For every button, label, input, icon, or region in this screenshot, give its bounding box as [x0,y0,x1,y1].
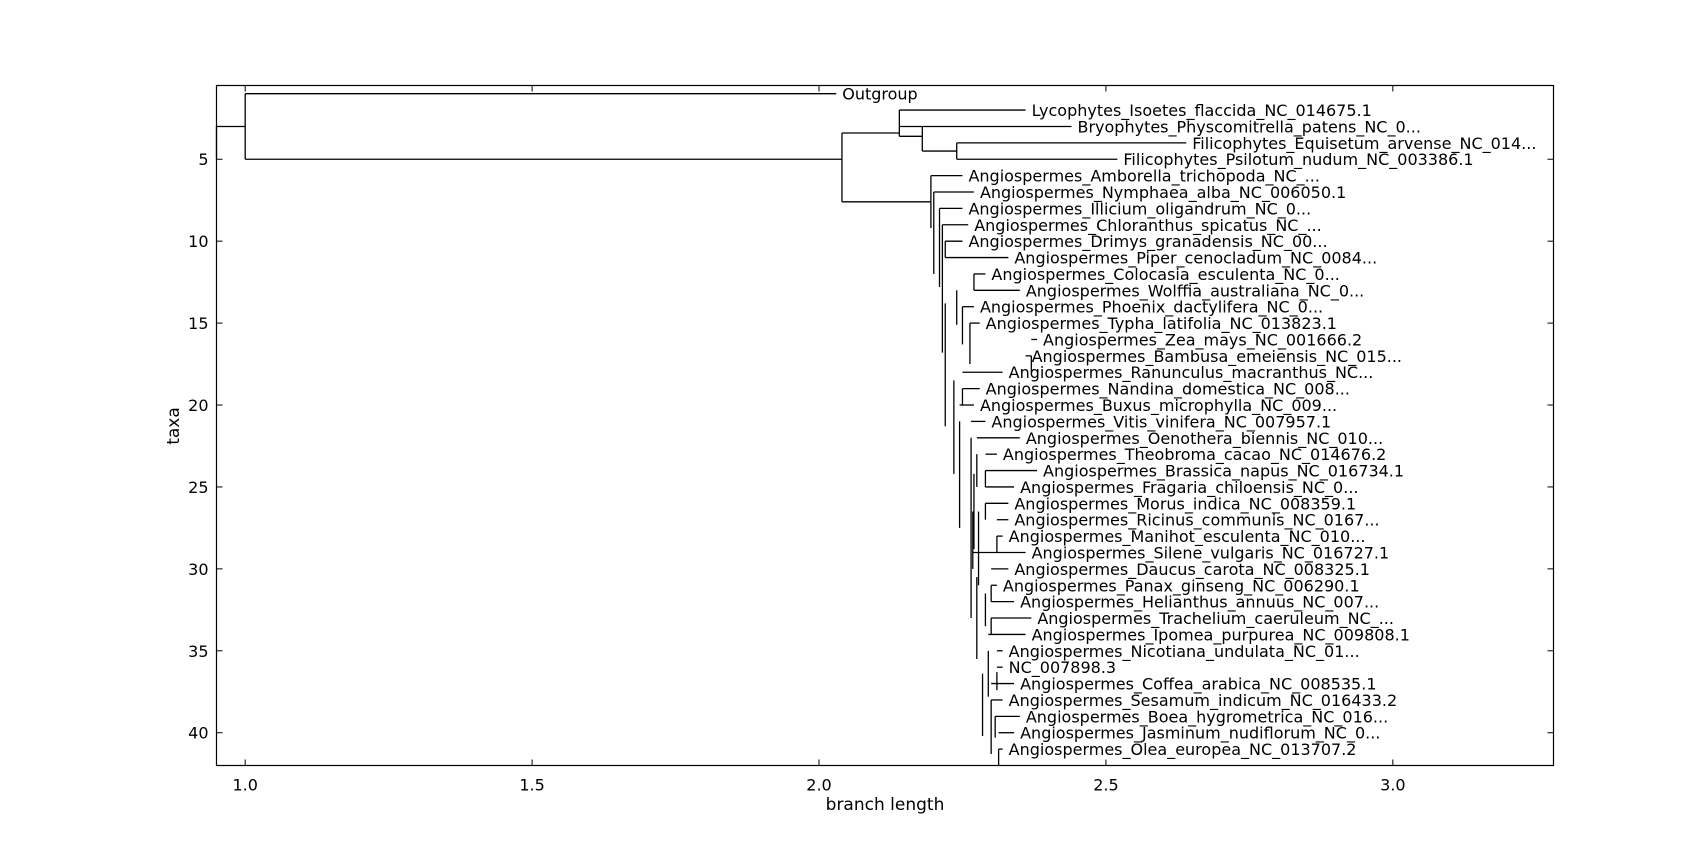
leaf-label: Angiospermes_Zea_mays_NC_001666.2 [1043,330,1362,350]
leaf-label: Angiospermes_Illicium_oligandrum_NC_0... [968,199,1311,219]
x-axis: 1.0 1.5 2.0 2.5 3.0 [232,85,1406,795]
leaf-label: Angiospermes_Drimys_granadensis_NC_00... [968,232,1327,252]
leaf-label: Angiospermes_Wolffia_australiana_NC_0... [1026,281,1364,301]
y-tick-label: 15 [188,314,208,333]
leaf-label: NC_007898.3 [1009,658,1116,678]
y-axis: 5 10 15 20 25 30 35 40 [188,150,1554,743]
leaf-labels: Outgroup Lycophytes_Isoetes_flaccida_NC_0… [842,85,1536,760]
leaf-label: Angiospermes_Amborella_trichopoda_NC_... [968,167,1319,187]
leaf-label: Angiospermes_Nymphaea_alba_NC_006050.1 [980,183,1346,203]
leaf-label: Angiospermes_Daucus_carota_NC_008325.1 [1014,560,1370,580]
x-tick-label: 2.5 [1093,776,1118,795]
leaf-label: Angiospermes_Ranunculus_macranthus_NC... [1009,363,1374,383]
leaf-label: Angiospermes_Vitis_vinifera_NC_007957.1 [991,412,1331,432]
y-tick-label: 35 [188,642,208,661]
plot-frame [215,84,1555,767]
leaf-label: Angiospermes_Silene_vulgaris_NC_016727.1 [1032,543,1390,563]
leaf-label: Lycophytes_Isoetes_flaccida_NC_014675.1 [1032,101,1372,121]
leaf-label: Filicophytes_Psilotum_nudum_NC_003386.1 [1123,150,1473,170]
leaf-label: Angiospermes_Fragaria_chiloensis_NC_0... [1020,478,1358,498]
leaf-label: Angiospermes_Theobroma_cacao_NC_014676.2 [1003,445,1386,465]
y-tick-label: 40 [188,724,208,743]
leaf-label: Angiospermes_Trachelium_caeruleum_NC_... [1037,609,1394,629]
y-tick-label: 30 [188,560,208,579]
leaf-label: Angiospermes_Panax_ginseng_NC_006290.1 [1003,576,1360,596]
leaf-label: Angiospermes_Nicotiana_undulata_NC_01... [1009,642,1360,662]
y-axis-label: taxa [164,407,184,445]
y-tick-label: 20 [188,396,208,415]
leaf-label: Angiospermes_Piper_cenocladum_NC_0084... [1014,249,1377,269]
y-tick-label: 25 [188,478,208,497]
x-tick-label: 3.0 [1380,776,1405,795]
leaf-label: Angiospermes_Chloranthus_spicatus_NC_... [974,216,1322,236]
leaf-label: Bryophytes_Physcomitrella_patens_NC_0... [1077,117,1420,137]
leaf-label: Angiospermes_Nandina_domestica_NC_008... [986,380,1350,400]
leaf-label: Angiospermes_Morus_indica_NC_008359.1 [1014,494,1356,514]
leaf-label: Angiospermes_Buxus_microphylla_NC_009... [980,396,1337,416]
leaf-label: Angiospermes_Coffea_arabica_NC_008535.1 [1020,675,1376,695]
y-tick-label: 10 [188,232,208,251]
leaf-label: Angiospermes_Ipomea_purpurea_NC_009808.1 [1032,625,1410,645]
leaf-label: Filicophytes_Equisetum_arvense_NC_014... [1192,134,1536,154]
leaf-label: Angiospermes_Phoenix_dactylifera_NC_0... [980,298,1323,318]
leaf-label: Angiospermes_Bambusa_emeiensis_NC_015... [1032,347,1402,367]
leaf-label: Angiospermes_Sesamum_indicum_NC_016433.2 [1009,691,1398,711]
leaf-label: Outgroup [842,85,917,104]
leaf-label: Angiospermes_Colocasia_esculenta_NC_0... [991,265,1339,285]
leaf-label: Angiospermes_Helianthus_annuus_NC_007... [1020,593,1379,613]
leaf-label: Angiospermes_Boea_hygrometrica_NC_016... [1026,707,1388,727]
x-tick-label: 1.0 [232,776,257,795]
leaf-label: Angiospermes_Ricinus_communis_NC_0167... [1014,511,1379,531]
y-tick-label: 5 [198,150,208,169]
x-tick-label: 2.0 [806,776,831,795]
leaf-label: Angiospermes_Manihot_esculenta_NC_010... [1009,527,1366,547]
leaf-label: Angiospermes_Oenothera_biennis_NC_010... [1026,429,1383,449]
leaf-label: Angiospermes_Olea_europea_NC_013707.2 [1009,740,1357,760]
leaf-label: Angiospermes_Brassica_napus_NC_016734.1 [1043,462,1404,482]
x-tick-label: 1.5 [519,776,544,795]
leaf-label: Angiospermes_Jasminum_nudiflorum_NC_0... [1020,724,1380,744]
tree-branches [215,93,1187,766]
x-axis-label: branch length [826,795,945,815]
leaf-label: Angiospermes_Typha_latifolia_NC_013823.1 [986,314,1337,334]
